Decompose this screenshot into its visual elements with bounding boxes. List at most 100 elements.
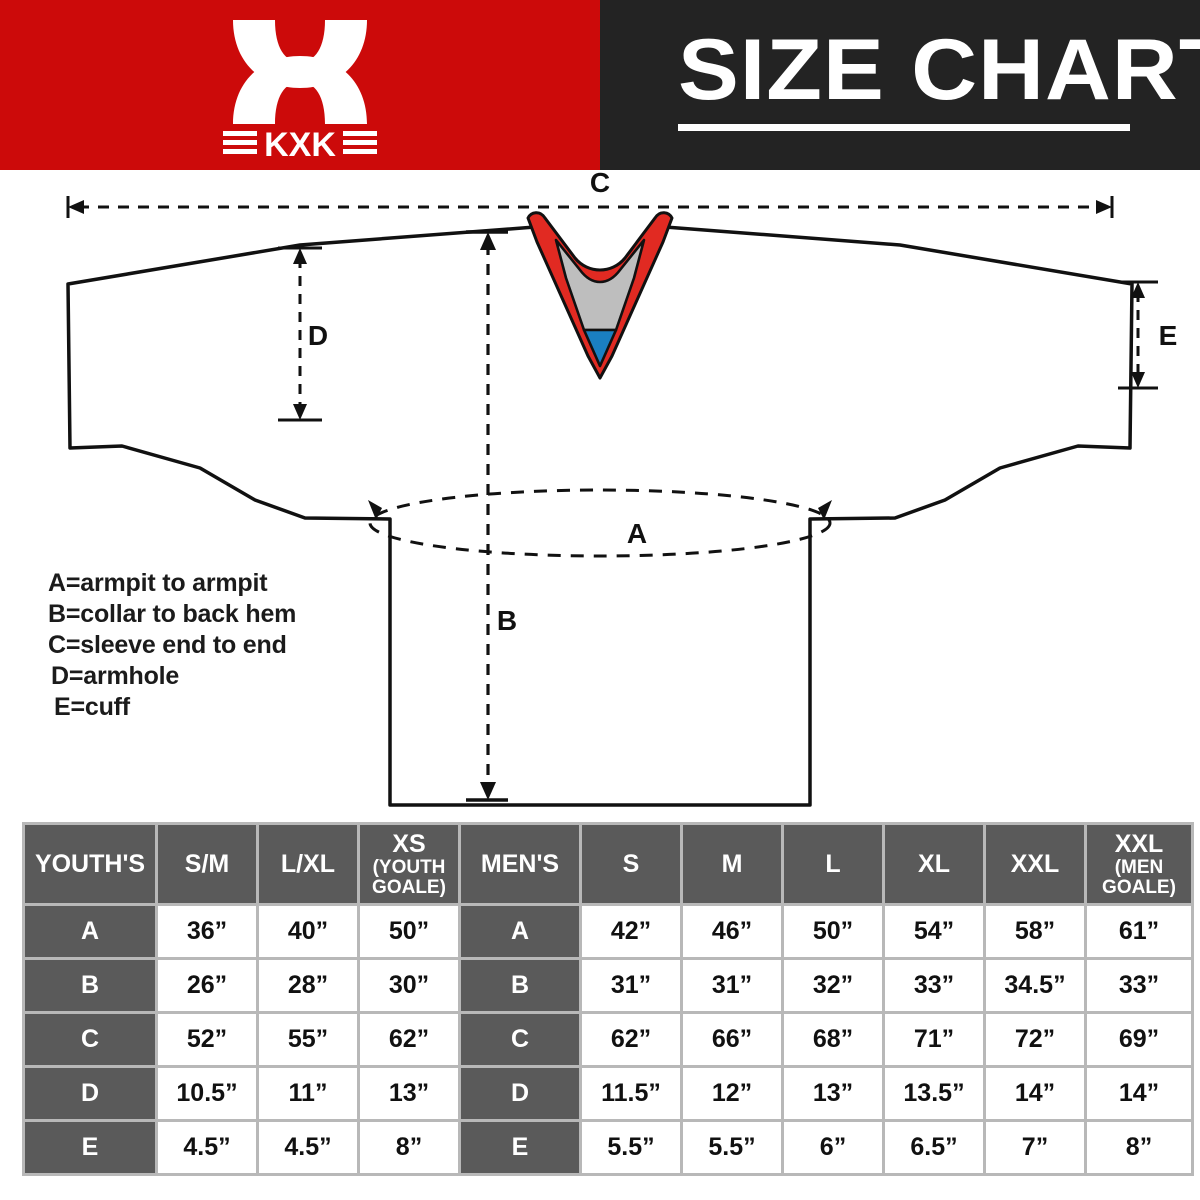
cell-men-xxl-goale: 61” — [1087, 906, 1191, 957]
header-main: L — [825, 849, 841, 878]
cell-men-s: 11.5” — [582, 1068, 680, 1119]
title-underline — [678, 124, 1130, 131]
table-row: A 36” 40” 50” A 42” 46” 50” 54” 58” 61” — [25, 906, 1191, 957]
legend-line-a: A=armpit to armpit — [48, 569, 268, 597]
header-main: S/M — [184, 849, 230, 878]
row-label-men: E — [461, 1122, 579, 1173]
dimension-c — [66, 196, 1114, 218]
dimension-label-a: A — [627, 518, 647, 549]
row-label-youth: B — [25, 960, 155, 1011]
cell-youth-lxl: 11” — [259, 1068, 357, 1119]
legend-line-c: C=sleeve end to end — [48, 631, 287, 659]
cell-men-xl: 71” — [885, 1014, 983, 1065]
header-cell-sm: S/M — [158, 825, 256, 903]
table-row: B 26” 28” 30” B 31” 31” 32” 33” 34.5” 33… — [25, 960, 1191, 1011]
cell-youth-lxl: 55” — [259, 1014, 357, 1065]
cell-men-m: 46” — [683, 906, 781, 957]
header-sub: (MEN GOALE) — [1102, 856, 1176, 898]
dimension-label-d: D — [308, 320, 328, 351]
cell-men-l: 6” — [784, 1122, 882, 1173]
header-cell-l: L — [784, 825, 882, 903]
header-cell-xxl: XXL — [986, 825, 1084, 903]
dimension-b — [466, 230, 508, 802]
header-main: XXL — [1010, 849, 1060, 878]
header-main: S — [622, 849, 640, 878]
cell-youth-sm: 36” — [158, 906, 256, 957]
header-sub: (YOUTH GOALE) — [372, 856, 446, 898]
cell-youth-xs: 13” — [360, 1068, 458, 1119]
cell-youth-xs: 62” — [360, 1014, 458, 1065]
cell-men-m: 31” — [683, 960, 781, 1011]
cell-men-xxl-goale: 14” — [1087, 1068, 1191, 1119]
legend-line-e: E=cuff — [54, 693, 130, 721]
page-header: KXK SIZE CHART — [0, 0, 1200, 170]
cell-men-xl: 13.5” — [885, 1068, 983, 1119]
table-body: A 36” 40” 50” A 42” 46” 50” 54” 58” 61” … — [25, 906, 1191, 1173]
header-cell-s: S — [582, 825, 680, 903]
row-label-youth: E — [25, 1122, 155, 1173]
cell-men-m: 5.5” — [683, 1122, 781, 1173]
cell-men-l: 32” — [784, 960, 882, 1011]
header-main: XS — [392, 829, 426, 858]
dimension-e — [1118, 280, 1158, 390]
jersey-outline — [66, 225, 1134, 807]
header-cell-mens: MEN'S — [461, 825, 579, 903]
jersey-collar — [526, 211, 674, 380]
jersey-diagram: C D — [0, 170, 1200, 820]
cell-youth-sm: 4.5” — [158, 1122, 256, 1173]
header-main: XXL — [1114, 829, 1164, 858]
header-main: L/XL — [280, 849, 336, 878]
cell-men-xl: 33” — [885, 960, 983, 1011]
cell-men-xl: 54” — [885, 906, 983, 957]
header-main: M — [721, 849, 743, 878]
cell-men-s: 31” — [582, 960, 680, 1011]
legend-line-d: D=armhole — [51, 662, 180, 690]
header-cell-lxl: L/XL — [259, 825, 357, 903]
row-label-men: A — [461, 906, 579, 957]
cell-men-l: 50” — [784, 906, 882, 957]
dimension-label-c: C — [590, 170, 610, 198]
cell-men-xxl: 72” — [986, 1014, 1084, 1065]
row-label-youth: D — [25, 1068, 155, 1119]
header-main: MEN'S — [480, 849, 560, 878]
cell-men-s: 42” — [582, 906, 680, 957]
cell-men-l: 68” — [784, 1014, 882, 1065]
header-cell-xs-youth-goale: XS (YOUTH GOALE) — [360, 825, 458, 903]
cell-men-m: 12” — [683, 1068, 781, 1119]
cell-youth-sm: 26” — [158, 960, 256, 1011]
table-row: C 52” 55” 62” C 62” 66” 68” 71” 72” 69” — [25, 1014, 1191, 1065]
cell-men-l: 13” — [784, 1068, 882, 1119]
dimension-label-b: B — [497, 605, 517, 636]
dimension-d — [278, 246, 322, 422]
row-label-youth: A — [25, 906, 155, 957]
legend-line-b: B=collar to back hem — [48, 600, 297, 628]
header-cell-xl: XL — [885, 825, 983, 903]
header-main: YOUTH'S — [34, 849, 146, 878]
header-brand-panel: KXK — [0, 0, 600, 170]
cell-youth-sm: 10.5” — [158, 1068, 256, 1119]
header-cell-xxl-men-goale: XXL (MEN GOALE) — [1087, 825, 1191, 903]
cell-men-xxl: 7” — [986, 1122, 1084, 1173]
cell-men-xxl-goale: 8” — [1087, 1122, 1191, 1173]
cell-men-s: 5.5” — [582, 1122, 680, 1173]
header-cell-m: M — [683, 825, 781, 903]
cell-youth-xs: 30” — [360, 960, 458, 1011]
kxk-wordmark: KXK — [264, 126, 336, 158]
cell-youth-xs: 50” — [360, 906, 458, 957]
row-label-youth: C — [25, 1014, 155, 1065]
cell-men-s: 62” — [582, 1014, 680, 1065]
dimension-a — [368, 488, 832, 558]
page-title: SIZE CHART — [678, 22, 1200, 118]
table-row: D 10.5” 11” 13” D 11.5” 12” 13” 13.5” 14… — [25, 1068, 1191, 1119]
cell-men-xxl-goale: 69” — [1087, 1014, 1191, 1065]
header-main: XL — [918, 849, 950, 878]
row-label-men: B — [461, 960, 579, 1011]
jersey-diagram-svg: C D — [66, 170, 1177, 807]
cell-men-xxl: 34.5” — [986, 960, 1084, 1011]
table-header-row: YOUTH'S S/M L/XL XS (YOUTH GOALE) MEN'S … — [25, 825, 1191, 903]
cell-youth-lxl: 28” — [259, 960, 357, 1011]
cell-youth-lxl: 40” — [259, 906, 357, 957]
size-chart-table: YOUTH'S S/M L/XL XS (YOUTH GOALE) MEN'S … — [22, 822, 1194, 1176]
row-label-men: C — [461, 1014, 579, 1065]
